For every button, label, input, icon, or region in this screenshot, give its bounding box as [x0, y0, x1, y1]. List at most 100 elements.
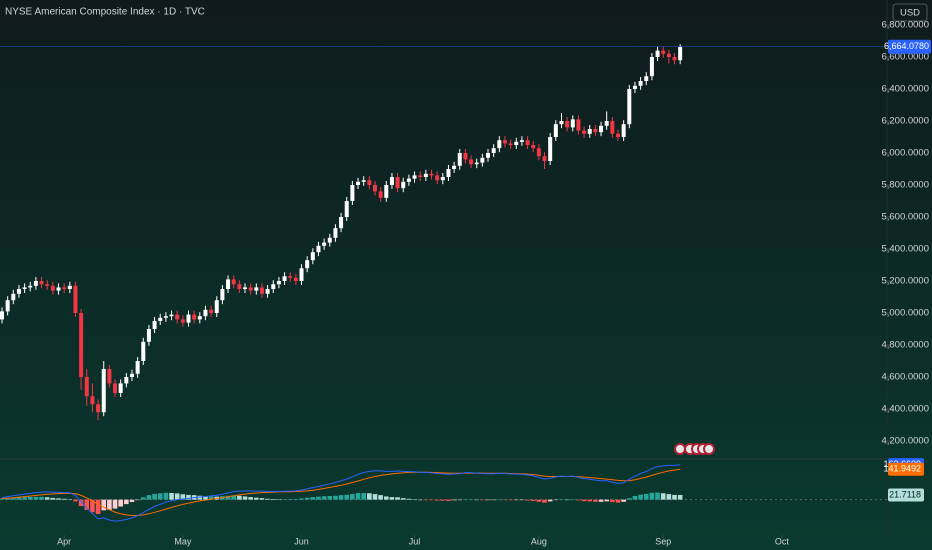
candle-body: [310, 252, 315, 261]
x-tick-label: Jun: [294, 536, 309, 546]
histogram-bar: [338, 495, 344, 500]
candle-body: [649, 57, 654, 77]
candle-body: [395, 177, 400, 189]
histogram-bar: [451, 499, 457, 501]
histogram-bar: [502, 499, 508, 501]
candle-body: [16, 289, 21, 294]
chart-title: NYSE American Composite Index · 1D · TVC: [5, 7, 205, 18]
signal-value-label: 141.9492: [883, 464, 921, 474]
candle-body: [322, 242, 327, 246]
histogram-bar: [56, 498, 61, 500]
histogram-bar: [581, 499, 587, 502]
histogram-bar: [152, 493, 157, 500]
histogram-bar: [304, 497, 310, 500]
macd-line: [1, 464, 681, 522]
candle-body: [565, 121, 570, 128]
histogram-bar: [372, 494, 378, 500]
candle-body: [73, 285, 78, 313]
candle-body: [90, 396, 95, 405]
histogram-bar: [530, 499, 536, 501]
histogram-bar: [146, 495, 152, 500]
y-tick-label: 6,600.0000: [881, 52, 929, 63]
candle-body: [203, 309, 208, 317]
histogram-bar: [378, 495, 383, 500]
candle-body: [508, 143, 513, 145]
candle-body: [661, 50, 666, 54]
candle-body: [678, 46, 683, 61]
histogram-bar: [508, 499, 513, 501]
x-tick-label: Sep: [655, 536, 671, 546]
histogram-bar: [237, 495, 242, 500]
currency-label[interactable]: USD: [900, 8, 920, 19]
event-icons[interactable]: [674, 443, 715, 455]
candle-body: [525, 140, 530, 145]
currency-button[interactable]: [892, 3, 928, 22]
candle-body: [197, 316, 202, 320]
candle-body: [186, 314, 191, 323]
histogram-bar: [44, 497, 50, 500]
candle-body: [491, 148, 496, 153]
histogram-bar: [84, 499, 90, 510]
histogram-bar: [350, 494, 355, 500]
y-tick-label: 5,800.0000: [881, 180, 929, 191]
candle-body: [243, 287, 248, 289]
candle-body: [56, 287, 61, 291]
histogram-bar: [417, 499, 423, 501]
candle-body: [339, 217, 344, 229]
candle-body: [615, 133, 620, 137]
candle-body: [672, 57, 677, 61]
candle-body: [237, 284, 242, 289]
histogram-bar: [5, 498, 10, 500]
histogram-bar: [282, 499, 287, 500]
candle-body: [497, 140, 502, 149]
y-tick-label: 5,400.0000: [881, 244, 929, 255]
x-tick-label: Jul: [409, 536, 421, 546]
histogram-bar: [124, 499, 129, 505]
histogram-value-box: [888, 488, 924, 502]
candle-body: [118, 383, 123, 393]
histogram-bar: [265, 498, 270, 500]
histogram-bar: [174, 493, 180, 500]
histogram-bar: [0, 498, 5, 500]
histogram-bar: [287, 499, 293, 500]
candle-body: [129, 373, 134, 377]
candle-body: [254, 287, 259, 291]
histogram-bar: [344, 494, 350, 500]
candle-body: [152, 321, 157, 329]
x-tick-label: Oct: [775, 536, 790, 546]
candle-body: [220, 289, 225, 301]
histogram-bar: [231, 495, 237, 500]
y-tick-label: 4,600.0000: [881, 372, 929, 383]
histogram-bar: [61, 498, 67, 500]
histogram-bar: [27, 496, 33, 500]
histogram-bar: [169, 493, 174, 500]
event-icon[interactable]: [703, 443, 715, 455]
candle-body: [440, 177, 445, 181]
candle-body: [135, 361, 140, 374]
candle-body: [429, 173, 434, 176]
histogram-bar: [525, 499, 530, 501]
histogram-bar: [95, 499, 101, 514]
candle-body: [22, 287, 27, 289]
candle-body: [45, 284, 50, 286]
y-tick-label: 6,800.0000: [881, 20, 929, 31]
candle-body: [333, 228, 338, 238]
candle-body: [604, 121, 609, 126]
y-tick-label: 6,000.0000: [881, 148, 929, 159]
candle-body: [214, 300, 219, 313]
candle-body: [457, 153, 462, 166]
histogram-bar: [649, 492, 655, 500]
candle-body: [33, 281, 38, 286]
candle-body: [113, 383, 118, 393]
histogram-bar: [491, 499, 496, 501]
histogram-bar: [118, 499, 123, 507]
candle-body: [299, 268, 304, 281]
event-icon[interactable]: [674, 443, 686, 455]
histogram-bar: [248, 497, 253, 500]
candle-body: [587, 129, 592, 134]
candle-body: [248, 287, 253, 291]
candle-body: [293, 277, 298, 281]
y-tick-label: 6,400.0000: [881, 84, 929, 95]
